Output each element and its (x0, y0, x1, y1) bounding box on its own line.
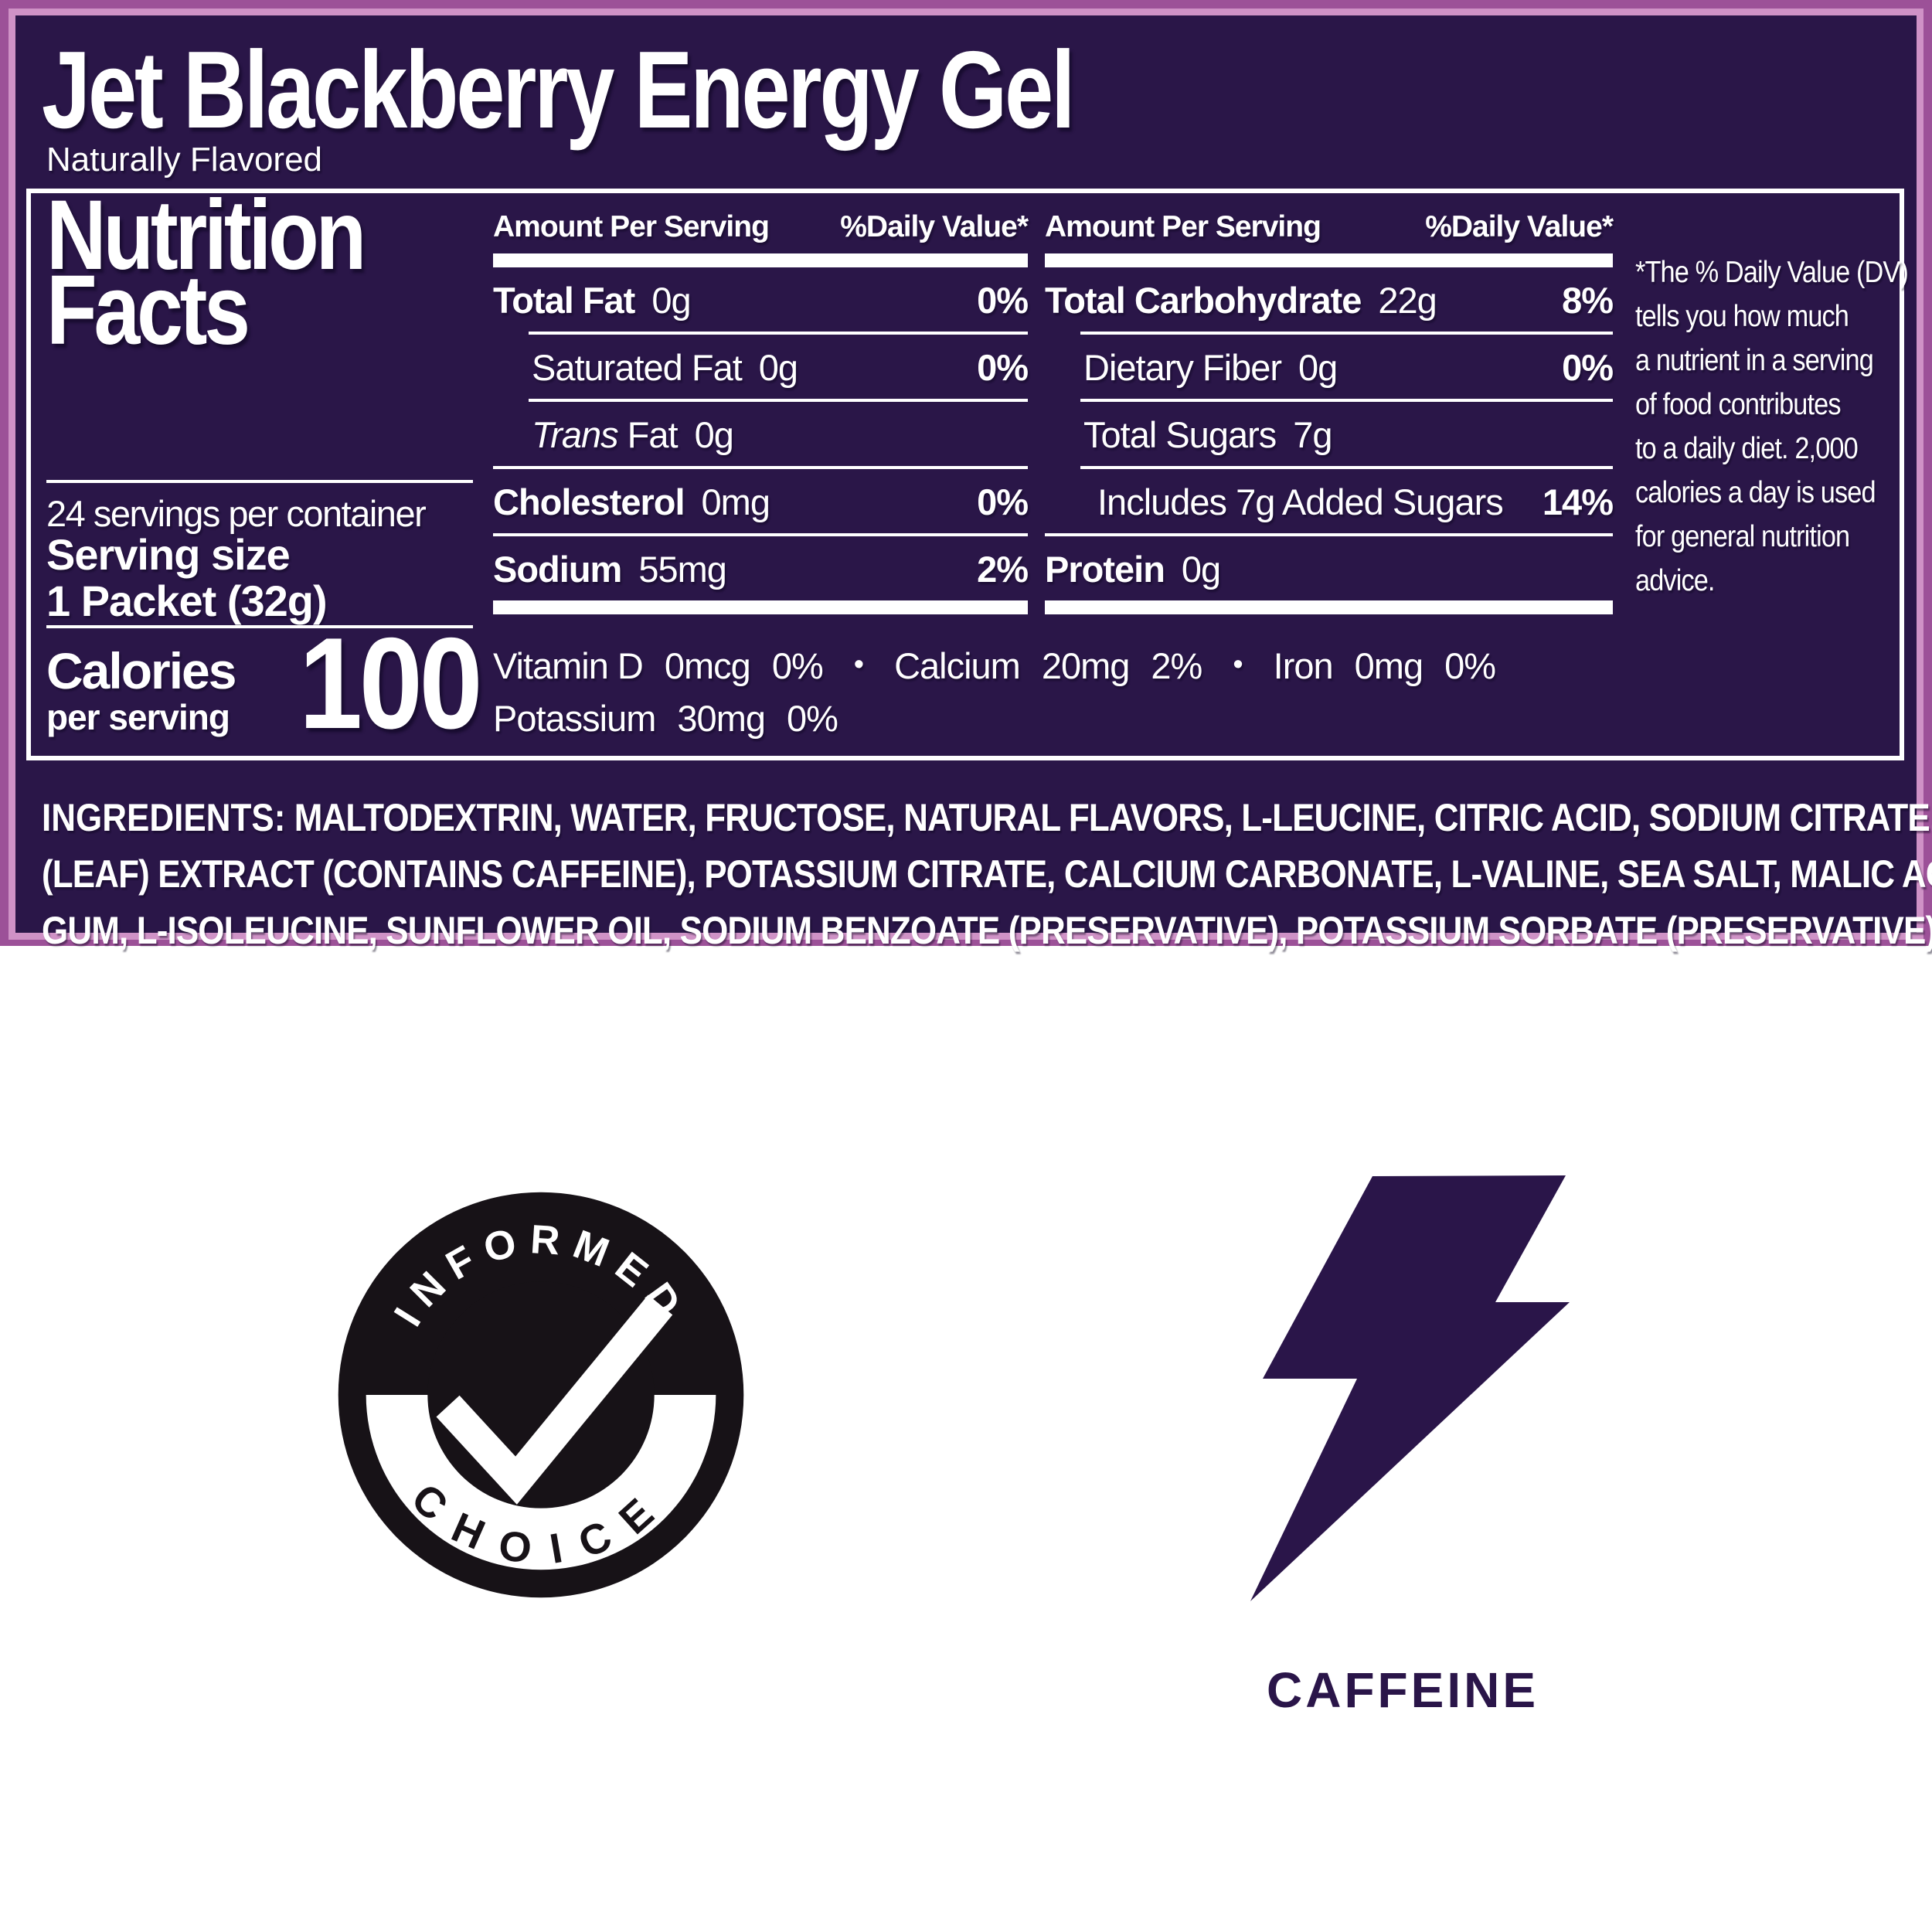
nutrition-facts-right-column: Amount Per Serving %Daily Value* Total C… (1045, 210, 1614, 614)
nutrition-facts-middle-column: Amount Per Serving %Daily Value* Total F… (493, 210, 1029, 614)
ingredients-label: INGREDIENTS: (42, 796, 286, 839)
ingredients-section: INGREDIENTS: MALTODEXTRIN, WATER, FRUCTO… (42, 790, 1932, 959)
column-header: Amount Per Serving %Daily Value* (493, 210, 1029, 253)
informed-choice-badge: INFORMED CHOICE (338, 1192, 744, 1598)
divider-thick (493, 600, 1028, 614)
divider (529, 332, 1028, 335)
nutrient-row-saturated-fat: Saturated Fat 0g 0% (532, 347, 1029, 388)
label-frame-inner: Jet Blackberry Energy Gel Naturally Flav… (9, 9, 1932, 952)
lightning-bolt-icon (1250, 1175, 1570, 1601)
calories-value: 100 (298, 611, 483, 756)
divider (46, 480, 473, 483)
divider (1080, 399, 1613, 402)
calories-label: Calories (46, 642, 236, 699)
bullet-separator: • (853, 648, 864, 681)
nutrient-row-trans-fat: Trans Fat 0g (532, 414, 734, 455)
divider-thick (493, 253, 1028, 267)
divider-thick (1045, 253, 1613, 267)
daily-value-header: %Daily Value* (840, 210, 1029, 243)
micronutrient-potassium: Potassium 30mg 0% (493, 698, 838, 739)
nutrient-row-added-sugars: Includes 7g Added Sugars 14% (1097, 481, 1614, 522)
divider-thick (1045, 600, 1613, 614)
daily-value-footnote: *The % Daily Value (DV) tells you how mu… (1635, 256, 1909, 597)
micronutrient-iron: Iron 0mg 0% (1273, 645, 1496, 686)
bullet-separator: • (1233, 648, 1243, 681)
nutrition-facts-heading-line1: Nutrition (46, 180, 366, 291)
nutrition-facts-heading-line2: Facts (46, 255, 250, 366)
calories-sublabel: per serving (46, 697, 230, 737)
nutrient-row-total-sugars: Total Sugars 7g (1083, 414, 1333, 455)
amount-per-serving-header: Amount Per Serving (1045, 210, 1321, 243)
divider (46, 625, 473, 628)
micronutrient-calcium: Calcium 20mg 2% (894, 645, 1202, 686)
nutrient-row-total-fat: Total Fat 0g 0% (493, 280, 1029, 321)
micronutrients-line1: Vitamin D 0mcg 0% • Calcium 20mg 2% • Iron 0mg 0% (493, 641, 1668, 694)
ingredients-line: GUM, L-ISOLEUCINE, SUNFLOWER OIL, SODIUM… (42, 909, 1932, 952)
label-frame-outer: Jet Blackberry Energy Gel Naturally Flav… (0, 0, 1932, 952)
label-panel: Jet Blackberry Energy Gel Naturally Flav… (15, 15, 1932, 952)
divider (1080, 332, 1613, 335)
caffeine-label: CAFFEINE (1267, 1662, 1539, 1718)
divider (1045, 533, 1613, 536)
daily-value-header: %Daily Value* (1425, 210, 1614, 243)
ingredients-line: INGREDIENTS: MALTODEXTRIN, WATER, FRUCTO… (42, 796, 1932, 839)
serving-size-label: Serving size (46, 530, 291, 579)
amount-per-serving-header: Amount Per Serving (493, 210, 770, 243)
micronutrient-vitamin-d: Vitamin D 0mcg 0% (493, 645, 824, 686)
serving-size-value: 1 Packet (32g) (46, 577, 328, 625)
product-title: Jet Blackberry Energy Gel (42, 29, 1076, 151)
nutrient-row-cholesterol: Cholesterol 0mg 0% (493, 481, 1029, 522)
nutrition-facts-heading: Nutrition Facts (46, 180, 366, 366)
ingredients-line: (LEAF) EXTRACT (CONTAINS CAFFEINE), POTA… (42, 852, 1932, 896)
divider (493, 466, 1028, 469)
nutrition-facts-box: Nutrition Facts 24 servings per containe… (26, 180, 1909, 760)
divider (529, 399, 1028, 402)
servings-per-container: 24 servings per container (46, 493, 427, 534)
checkmark-icon (436, 1294, 673, 1505)
nutrient-row-sodium: Sodium 55mg 2% (493, 549, 1029, 590)
column-header: Amount Per Serving %Daily Value* (1045, 210, 1614, 253)
nutrition-facts-left-column: Nutrition Facts 24 servings per containe… (46, 180, 483, 756)
divider (493, 533, 1028, 536)
product-subtitle: Naturally Flavored (46, 141, 323, 179)
micronutrients: Vitamin D 0mcg 0% • Calcium 20mg 2% • Iron 0mg 0% … (493, 641, 1668, 743)
nutrient-row-total-carbohydrate: Total Carbohydrate 22g 8% (1045, 280, 1614, 321)
nutrient-row-dietary-fiber: Dietary Fiber 0g 0% (1083, 347, 1614, 388)
divider (1080, 466, 1613, 469)
nutrient-row-protein: Protein 0g (1045, 549, 1221, 590)
micronutrients-line2: Potassium 30mg 0% (493, 694, 1668, 743)
